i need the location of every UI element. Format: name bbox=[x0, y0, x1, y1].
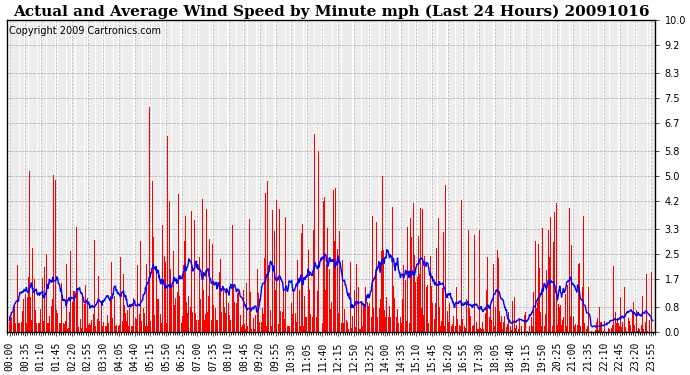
Title: Actual and Average Wind Speed by Minute mph (Last 24 Hours) 20091016: Actual and Average Wind Speed by Minute … bbox=[13, 4, 649, 18]
Text: Copyright 2009 Cartronics.com: Copyright 2009 Cartronics.com bbox=[8, 26, 161, 36]
